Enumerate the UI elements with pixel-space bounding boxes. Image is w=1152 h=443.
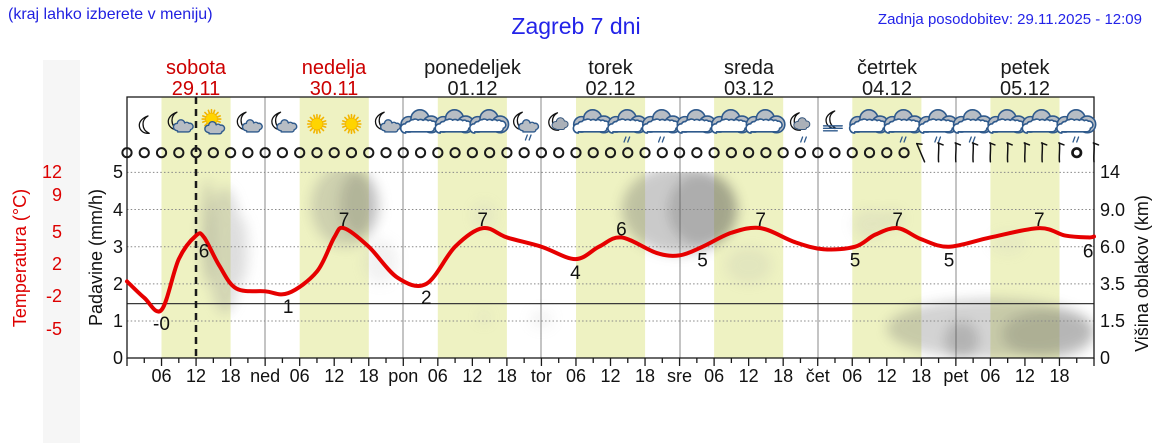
svg-text:4: 4 xyxy=(570,263,581,284)
svg-text:7: 7 xyxy=(892,210,903,231)
svg-text:5: 5 xyxy=(944,251,955,272)
svg-text:7: 7 xyxy=(755,210,766,231)
svg-text:7: 7 xyxy=(339,210,350,231)
svg-text:1: 1 xyxy=(283,297,294,318)
svg-text:6: 6 xyxy=(616,219,627,240)
svg-text:5: 5 xyxy=(850,251,861,272)
svg-text:-0: -0 xyxy=(153,314,170,335)
svg-text:5: 5 xyxy=(697,251,708,272)
svg-text:6: 6 xyxy=(199,241,210,262)
svg-text:7: 7 xyxy=(1034,210,1045,231)
svg-text:2: 2 xyxy=(421,288,432,309)
svg-text:6: 6 xyxy=(1083,241,1094,262)
svg-text:7: 7 xyxy=(477,210,488,231)
